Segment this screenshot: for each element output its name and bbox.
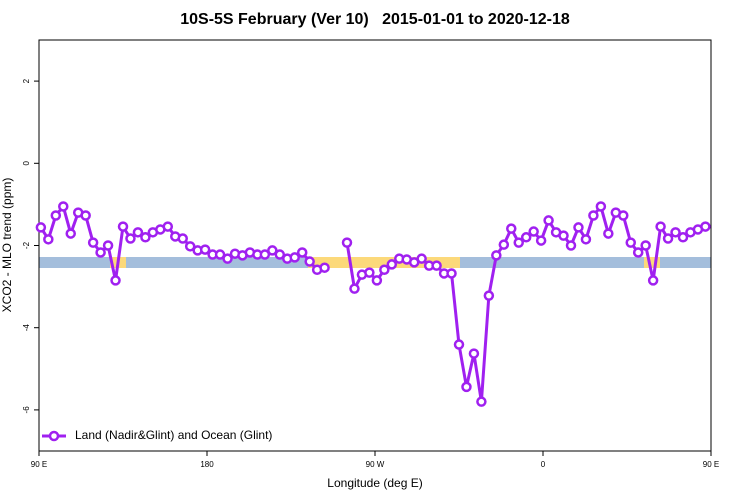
point [453,339,465,350]
point [468,348,480,359]
point [386,259,398,270]
point [364,267,375,278]
point [35,222,47,233]
point [632,247,644,258]
chart-title: 10S-5S February (Ver 10) 2015-01-01 to 2… [180,11,570,28]
point [319,262,330,273]
point [43,234,54,245]
point [50,210,62,221]
point [647,275,659,286]
point [289,252,300,263]
point [573,222,584,233]
point [80,210,91,221]
point [87,237,99,248]
point [461,381,472,393]
y-tick-label: 2 [22,78,31,83]
point [267,245,278,256]
point [110,275,121,286]
point [117,221,129,232]
y-axis-label: XCO2 - MLO trend (ppm) [0,178,14,313]
point [162,221,174,232]
point [65,228,76,239]
point [125,233,136,244]
point [95,247,106,258]
point [588,210,599,221]
point [565,240,577,251]
point [259,249,271,260]
point [700,221,711,232]
land-strip [644,257,660,268]
point [558,230,569,241]
point [214,249,226,260]
point [140,232,151,243]
x-tick-label: 90 E [31,460,47,469]
point [274,249,286,260]
point [662,233,674,244]
y-tick-label: 0 [22,161,31,166]
point [677,232,689,243]
point [655,221,666,232]
x-tick-label: 180 [200,460,214,469]
point [446,268,457,279]
point [296,247,308,258]
point [483,290,495,301]
point [341,237,353,248]
point [371,275,383,286]
point [132,227,144,238]
point [222,253,233,264]
point [416,253,427,264]
point [580,234,592,245]
point [506,223,517,234]
point [603,228,614,239]
point [625,237,636,248]
point [304,256,315,267]
point [640,240,651,251]
x-tick-label: 0 [541,460,546,469]
point [184,241,196,252]
point [431,260,442,271]
land-strip [308,257,460,268]
point [670,227,681,238]
point [595,201,607,212]
surface-strip [39,257,711,268]
x-axis-label: Longitude (deg E) [327,476,422,490]
plot-frame [38,39,712,452]
point [58,201,69,212]
point [618,210,629,221]
point [177,233,188,244]
point [543,215,554,226]
y-tick-label: -4 [22,324,31,332]
point [520,232,532,243]
point [513,237,524,248]
point [491,250,502,261]
point [528,226,539,237]
point [476,396,487,407]
legend-marker [48,430,60,442]
y-tick-label: -6 [22,406,31,414]
point [379,264,390,275]
point [535,235,547,246]
point [498,239,510,250]
x-tick-label: 90 E [703,460,719,469]
point [199,244,211,255]
point [349,283,360,294]
point [102,240,114,251]
y-tick-label: -2 [22,241,31,249]
x-tick-label: 90 W [366,460,385,469]
legend-label: Land (Nadir&Glint) and Ocean (Glint) [75,428,272,442]
